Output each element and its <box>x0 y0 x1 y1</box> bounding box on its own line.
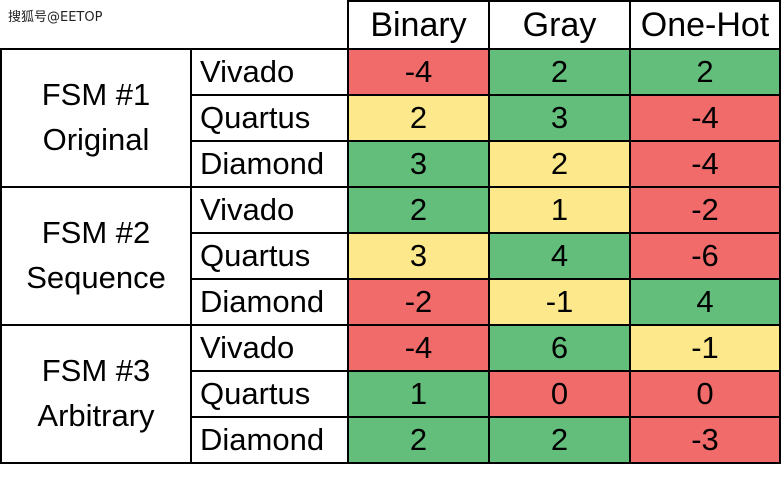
value-cell: 0 <box>488 370 631 418</box>
value-cell: -1 <box>629 324 781 372</box>
column-header-binary: Binary <box>347 0 490 50</box>
value-cell: 2 <box>488 416 631 464</box>
fsm-label-cell: FSM #3 Arbitrary <box>0 324 192 464</box>
value-cell: -6 <box>629 232 781 280</box>
value-cell: 2 <box>347 416 490 464</box>
table-row: Quartus 3 4 -6 <box>1 232 781 280</box>
tool-label: Quartus <box>190 370 349 418</box>
value-cell: -4 <box>347 48 490 96</box>
tool-label: Diamond <box>190 278 349 326</box>
value-cell: -2 <box>347 278 490 326</box>
table-row: Diamond 3 2 -4 <box>1 140 781 188</box>
table-row: Quartus 2 3 -4 <box>1 94 781 142</box>
value-cell: 4 <box>629 278 781 326</box>
value-cell: 3 <box>347 140 490 188</box>
fsm-group-3: FSM #3 Arbitrary Vivado -4 6 -1 Quartus … <box>0 324 781 464</box>
fsm-label-cell: FSM #1 Original <box>0 48 192 188</box>
table-row: Quartus 1 0 0 <box>1 370 781 418</box>
value-cell: 3 <box>347 232 490 280</box>
tool-label: Diamond <box>190 140 349 188</box>
tool-label: Diamond <box>190 416 349 464</box>
fsm-name: FSM #2 <box>41 215 151 251</box>
value-cell: 1 <box>488 186 631 234</box>
value-cell: -4 <box>629 94 781 142</box>
fsm-label-cell: FSM #2 Sequence <box>0 186 192 326</box>
value-cell: 2 <box>488 48 631 96</box>
results-table: Binary Gray One-Hot FSM #1 Original Viva… <box>0 0 781 464</box>
column-header-one-hot: One-Hot <box>629 0 781 50</box>
tool-label: Quartus <box>190 232 349 280</box>
corner-cell <box>1 1 349 50</box>
value-cell: -2 <box>629 186 781 234</box>
value-cell: -1 <box>488 278 631 326</box>
value-cell: -3 <box>629 416 781 464</box>
value-cell: 1 <box>347 370 490 418</box>
fsm-type: Sequence <box>26 260 166 295</box>
table-row: FSM #2 Sequence Vivado 2 1 -2 <box>0 186 781 326</box>
tool-label: Vivado <box>190 48 349 96</box>
fsm-type: Arbitrary <box>37 398 155 433</box>
value-cell: 2 <box>347 94 490 142</box>
value-cell: 6 <box>488 324 631 372</box>
fsm-type: Original <box>42 122 150 157</box>
value-cell: 2 <box>347 186 490 234</box>
tool-label: Vivado <box>190 186 349 234</box>
fsm-name: FSM #3 <box>41 353 151 389</box>
value-cell: -4 <box>347 324 490 372</box>
column-header-gray: Gray <box>488 0 631 50</box>
value-cell: 2 <box>629 48 781 96</box>
fsm-name: FSM #1 <box>41 77 151 113</box>
table-row: Diamond 2 2 -3 <box>1 416 781 464</box>
value-cell: 3 <box>488 94 631 142</box>
table-row: FSM #3 Arbitrary Vivado -4 6 -1 <box>0 324 781 464</box>
value-cell: 4 <box>488 232 631 280</box>
watermark-text: 搜狐号@EETOP <box>8 10 103 25</box>
tool-label: Vivado <box>190 324 349 372</box>
value-cell: 0 <box>629 370 781 418</box>
value-cell: 2 <box>488 140 631 188</box>
fsm-group-1: FSM #1 Original Vivado -4 2 2 Quartus 2 … <box>0 48 781 188</box>
fsm-group-2: FSM #2 Sequence Vivado 2 1 -2 Quartus 3 … <box>0 186 781 326</box>
table-row: Diamond -2 -1 4 <box>1 278 781 326</box>
tool-label: Quartus <box>190 94 349 142</box>
table-row: FSM #1 Original Vivado -4 2 2 <box>0 48 781 188</box>
value-cell: -4 <box>629 140 781 188</box>
